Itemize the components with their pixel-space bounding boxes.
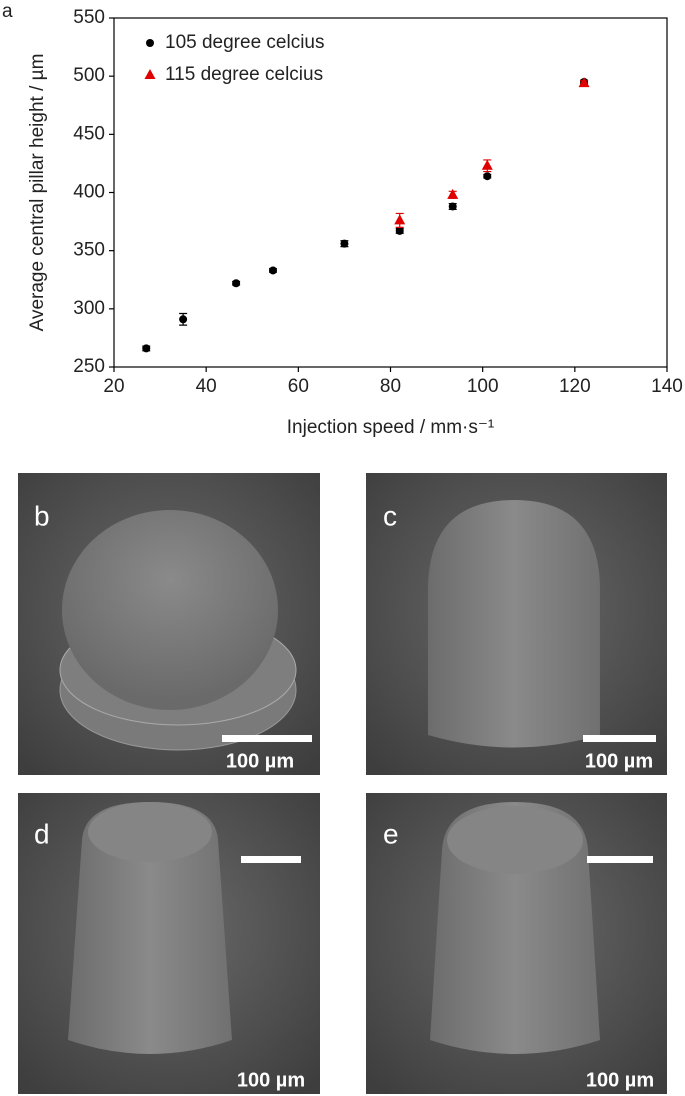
image-panel: b 100 µm (18, 473, 320, 775)
x-tick-label: 60 (288, 376, 309, 397)
scale-bar-label: 100 µm (585, 750, 653, 772)
image-panel: d 100 µm (18, 793, 320, 1094)
legend-label: 115 degree celcius (165, 64, 323, 85)
data-point (483, 172, 492, 181)
panel-label: c (383, 500, 397, 531)
scale-bar-label: 100 µm (586, 1069, 654, 1091)
y-tick-label: 550 (73, 7, 105, 28)
data-point (447, 188, 459, 199)
panel-label: d (34, 818, 50, 849)
scale-bar-label: 100 µm (226, 750, 294, 772)
x-axis-label: Injection speed / mm·s⁻¹ (287, 417, 495, 438)
x-tick-label: 140 (651, 376, 683, 397)
data-point (340, 239, 349, 248)
data-point (142, 344, 151, 353)
x-tick-label: 20 (103, 376, 124, 397)
y-tick-label: 250 (73, 356, 105, 377)
y-tick-label: 500 (73, 65, 105, 86)
x-tick-label: 120 (559, 376, 591, 397)
y-axis-label: Average central pillar height / µm (27, 54, 48, 332)
y-tick-label: 350 (73, 240, 105, 261)
y-tick-label: 300 (73, 298, 105, 319)
x-tick-label: 100 (467, 376, 499, 397)
data-point (395, 226, 404, 235)
image-panel: e 100 µm (366, 793, 667, 1094)
y-tick-label: 450 (73, 123, 105, 144)
legend-marker (146, 39, 154, 47)
image-panel: c 100 µm (366, 473, 667, 775)
data-point (268, 266, 277, 275)
legend-marker (144, 69, 156, 79)
legend-label: 105 degree celcius (165, 32, 325, 53)
x-tick-label: 80 (380, 376, 401, 397)
data-point (232, 279, 241, 288)
data-point (481, 159, 493, 170)
y-tick-label: 400 (73, 182, 105, 203)
panel-label: a (2, 1, 13, 22)
x-tick-label: 40 (196, 376, 217, 397)
data-point (394, 214, 406, 225)
panel-label: e (383, 818, 399, 849)
panel-label: b (34, 500, 50, 531)
data-point (448, 202, 457, 211)
data-point (578, 77, 590, 88)
data-point (179, 315, 188, 324)
scale-bar-label: 100 µm (237, 1069, 305, 1091)
